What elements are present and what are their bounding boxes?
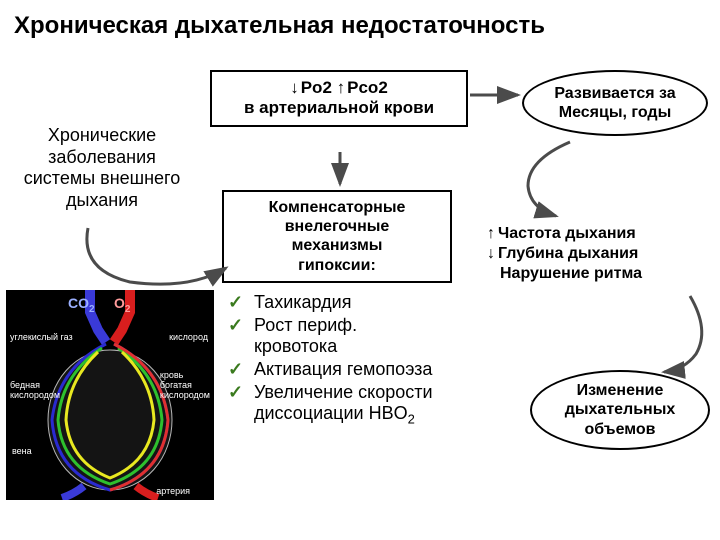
lbl-right: кровь богатая кислородом: [160, 370, 210, 400]
lbl-left: бедная кислородом: [10, 380, 60, 400]
comp-l2: внелегочные: [228, 217, 446, 236]
left-l3: системы внешнего: [4, 168, 200, 190]
check-icon: ✓: [228, 315, 246, 336]
freq-label: Частота дыхания: [498, 224, 636, 244]
check-icon: ✓: [228, 382, 246, 403]
comp-l4: гипоксии:: [228, 256, 446, 275]
develops-oval: Развивается за Месяцы, годы: [522, 70, 708, 136]
lbl-vena: вена: [12, 446, 32, 456]
bullet-3: Активация гемопоэза: [254, 359, 432, 380]
bullet-4b: диссоциации HВO: [254, 403, 408, 423]
bullet-2b: кровотока: [254, 336, 337, 356]
bullet-list: ✓ Тахикардия ✓ Рост периф.кровотока ✓ Актив…: [228, 292, 658, 429]
arrow-right-to-oval2: [640, 290, 720, 380]
left-block: Хронические заболевания системы внешнего…: [4, 125, 200, 211]
arrow-center1-to-oval1: [466, 80, 528, 110]
lbl-ug: углекислый газ: [10, 332, 73, 342]
rhythm-label: Нарушение ритма: [500, 264, 642, 284]
arrow-oval1-to-right: [510, 136, 610, 226]
bullet-2a: Рост периф.: [254, 315, 357, 335]
up-arrow-icon: ↑: [487, 224, 495, 244]
depth-label: Глубина дыхания: [498, 244, 638, 264]
left-l4: дыхания: [4, 190, 200, 212]
compensatory-box: Компенсаторные внелегочные механизмы гип…: [222, 190, 452, 283]
arterial-label: в артериальной крови: [218, 98, 460, 118]
left-l1: Хронические: [4, 125, 200, 147]
dev-l2: Месяцы, годы: [559, 103, 671, 122]
arterial-blood-box: ↓ Po2 ↑Pco2 в артериальной крови: [210, 70, 468, 127]
down-arrow-icon: ↓: [487, 244, 495, 264]
bullet-4b-sub: 2: [408, 412, 415, 427]
bullet-4a: Увеличение скорости: [254, 382, 433, 402]
comp-l3: механизмы: [228, 236, 446, 255]
lbl-kis: кислород: [169, 332, 208, 342]
alveolus-illustration: CO2 O2 углекислый газ кислород бедная ки…: [6, 290, 214, 500]
left-l2: заболевания: [4, 147, 200, 169]
po2-label: Po2: [301, 78, 332, 98]
breathing-changes-block: ↑Частота дыхания ↓Глубина дыхания Наруше…: [487, 224, 719, 284]
bullet-1: Тахикардия: [254, 292, 351, 313]
pco2-label: Pco2: [347, 78, 388, 98]
dev-l1: Развивается за: [554, 84, 675, 103]
check-icon: ✓: [228, 359, 246, 380]
comp-l1: Компенсаторные: [228, 198, 446, 217]
arrow-left-to-center: [70, 220, 240, 300]
page-title: Хроническая дыхательная недостаточность: [0, 0, 720, 48]
up-arrow-icon: ↑: [337, 78, 346, 98]
lbl-arteria: артерия: [156, 486, 190, 496]
arrow-center1-to-center2: [320, 148, 360, 194]
down-arrow-icon: ↓: [290, 78, 299, 98]
